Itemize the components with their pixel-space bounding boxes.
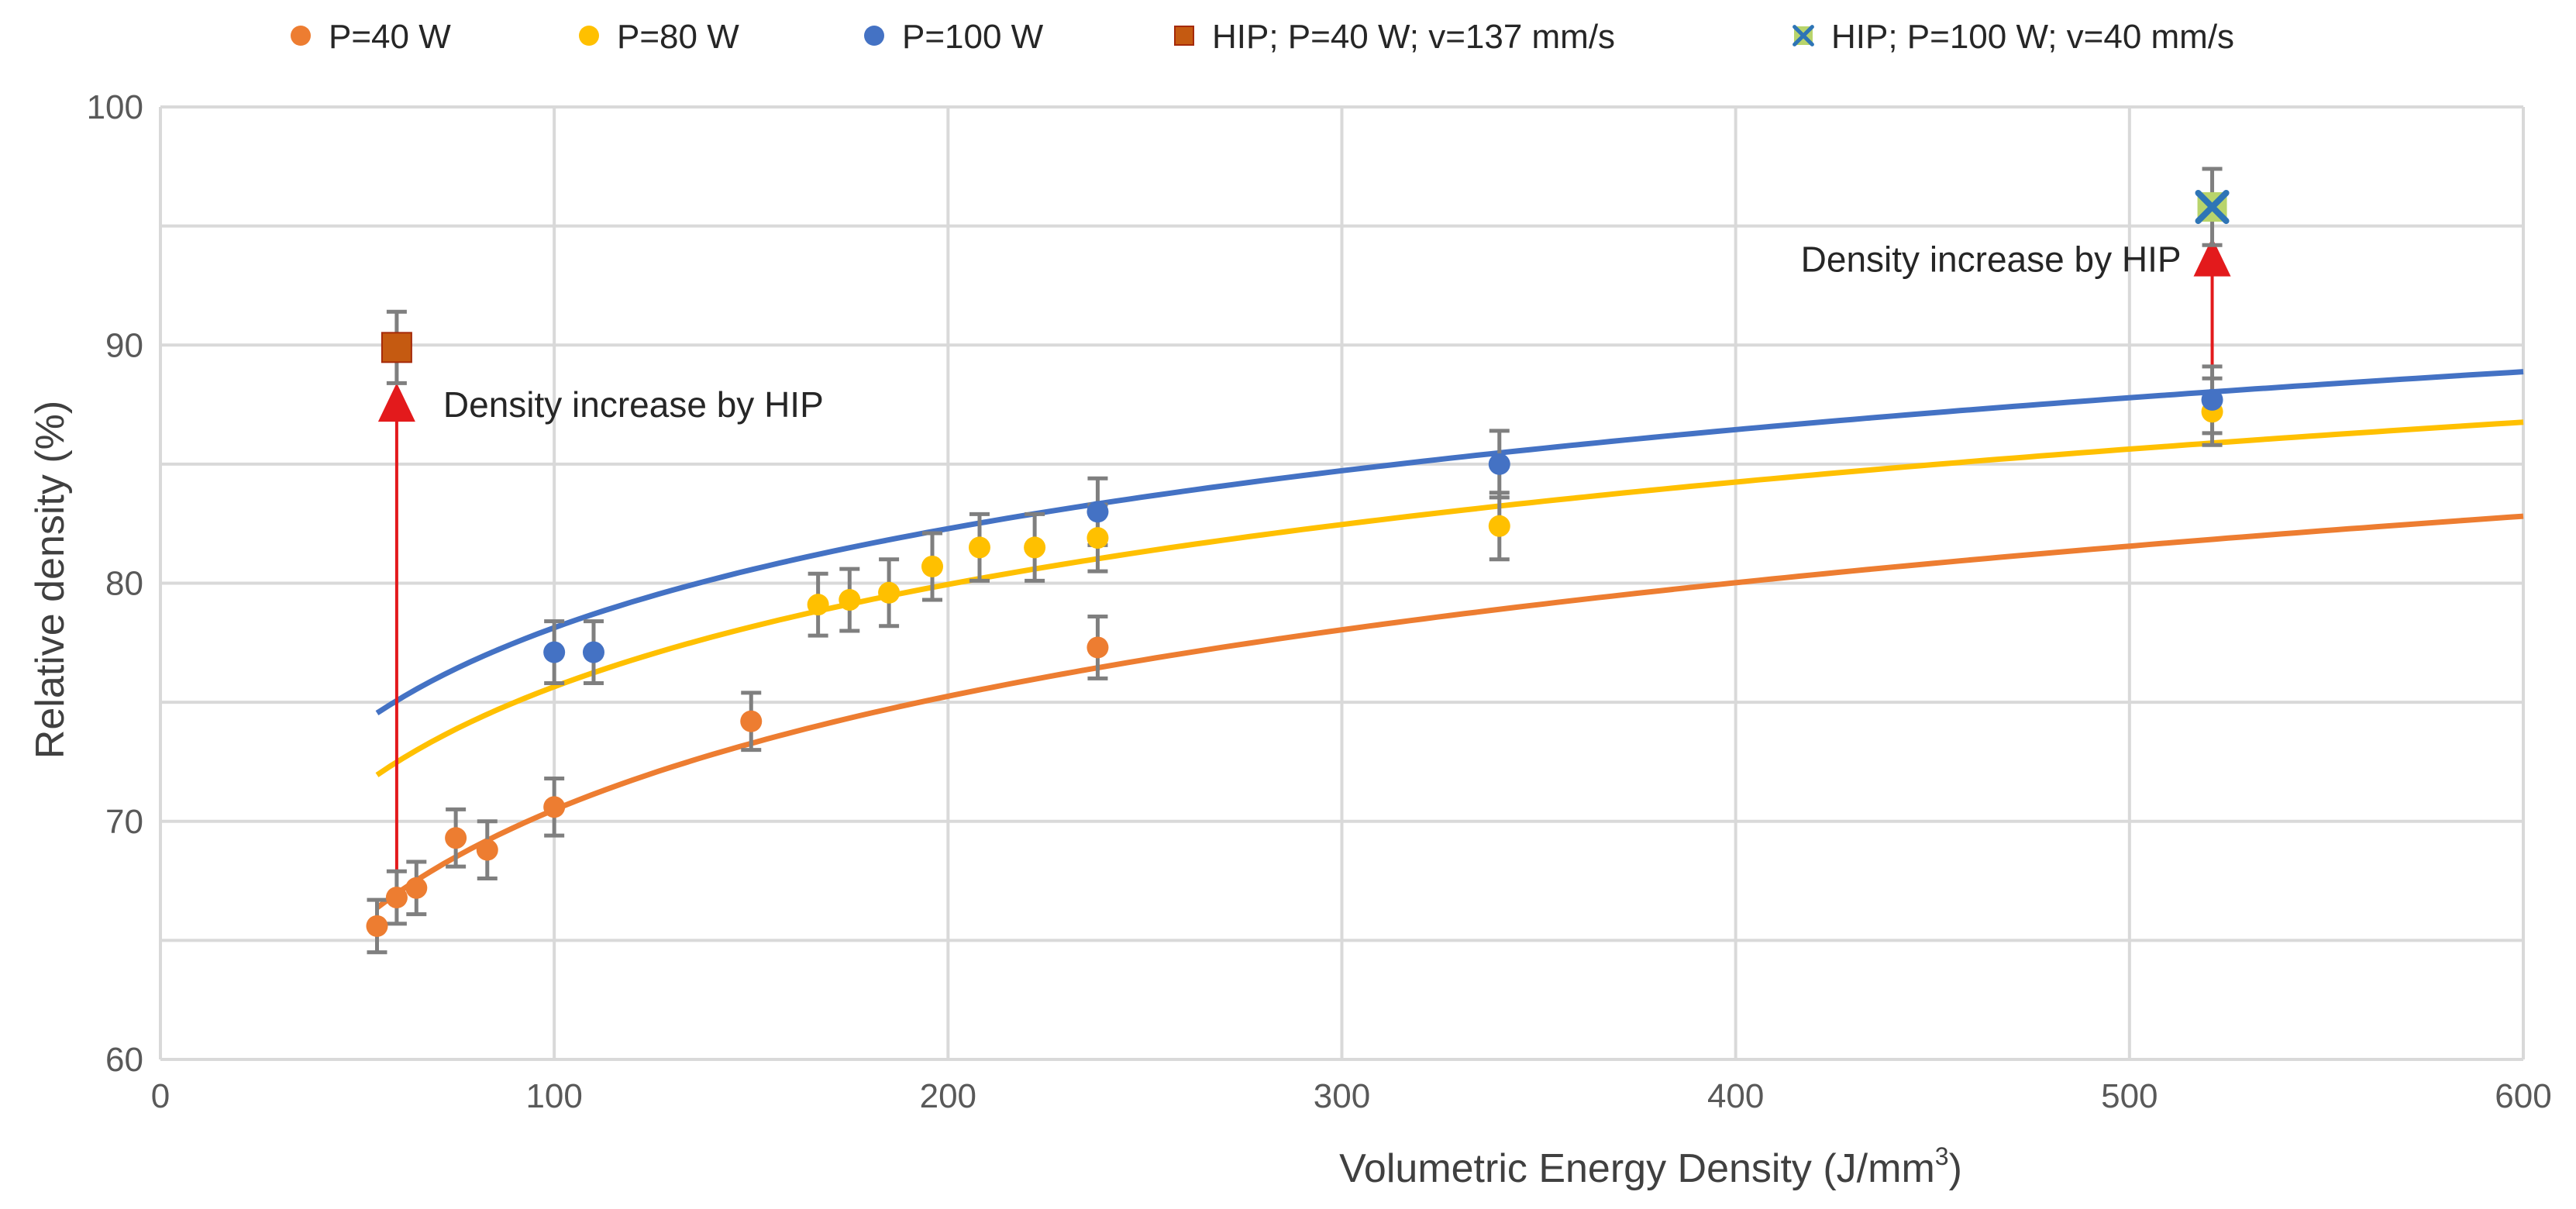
annotation-arrowhead: [2193, 237, 2231, 277]
data-point: [968, 536, 990, 559]
trendline: [375, 369, 2524, 716]
data-point: [385, 887, 408, 909]
legend-label: P=40 W: [329, 18, 451, 56]
data-point: [1087, 501, 1109, 523]
data-point: [543, 641, 566, 663]
data-point: [2201, 388, 2223, 411]
data-point: [2195, 190, 2230, 225]
data-point: [921, 555, 944, 577]
x-tick-label: 0: [151, 1077, 170, 1115]
legend-entry[interactable]: P=100 W: [864, 18, 1044, 56]
legend-marker: [579, 26, 599, 46]
data-point: [405, 877, 428, 899]
legend-marker: [291, 26, 311, 46]
data-point: [543, 796, 566, 818]
data-point: [878, 581, 901, 604]
y-tick-label: 80: [105, 565, 143, 603]
data-point: [445, 827, 467, 849]
tick-labels: 0 100 200 300 400 500 600 60 70 80 90 100: [87, 88, 2552, 1115]
x-tick-label: 200: [920, 1077, 976, 1115]
legend-entry[interactable]: P=80 W: [579, 18, 739, 56]
marker-cross: [2195, 190, 2230, 225]
legend-label: HIP; P=100 W; v=40 mm/s: [1831, 18, 2234, 56]
data-point: [1488, 515, 1510, 537]
data-point: [807, 594, 829, 616]
legend-label: P=80 W: [617, 18, 739, 56]
legend-marker: [1793, 25, 1814, 46]
x-tick-label: 600: [2495, 1077, 2551, 1115]
data-point: [366, 914, 388, 937]
x-axis-title: Volumetric Energy Density (J/mm3): [1339, 1142, 1962, 1191]
data-point: [740, 710, 763, 732]
trendline: [375, 513, 2524, 911]
legend-entry[interactable]: HIP; P=100 W; v=40 mm/s: [1793, 18, 2234, 56]
legend-marker: [864, 26, 884, 46]
y-tick-label: 60: [105, 1041, 143, 1079]
data-point: [476, 839, 498, 861]
annotations: Density increase by HIP Density increase …: [377, 237, 2231, 888]
y-tick-label: 70: [105, 803, 143, 841]
legend: P=40 W P=80 W P=100 W HIP; P=40 W; v=137 mm…: [291, 18, 2234, 56]
trendline: [375, 419, 2524, 777]
data-point: [1087, 527, 1109, 549]
annotation-arrowhead: [377, 383, 415, 422]
legend-label: P=100 W: [902, 18, 1044, 56]
y-tick-label: 100: [87, 88, 143, 126]
data-points: [366, 190, 2230, 937]
legend-entry[interactable]: P=40 W: [291, 18, 451, 56]
data-point: [839, 589, 861, 611]
y-tick-label: 90: [105, 326, 143, 364]
y-axis-title: Relative density (%): [28, 401, 73, 759]
x-tick-label: 300: [1314, 1077, 1370, 1115]
legend-marker: [1174, 26, 1194, 46]
data-point: [1087, 636, 1109, 659]
x-tick-label: 100: [525, 1077, 582, 1115]
x-tick-label: 500: [2101, 1077, 2158, 1115]
x-tick-label: 400: [1707, 1077, 1764, 1115]
data-point: [582, 641, 604, 663]
data-point: [1024, 536, 1046, 559]
data-point: [1488, 453, 1510, 475]
annotation-text: Density increase by HIP: [443, 384, 824, 425]
data-point: [381, 332, 412, 363]
trendlines: [375, 369, 2524, 911]
legend-entry[interactable]: HIP; P=40 W; v=137 mm/s: [1174, 18, 1615, 56]
annotation-text: Density increase by HIP: [1801, 239, 2182, 280]
legend-label: HIP; P=40 W; v=137 mm/s: [1212, 18, 1615, 56]
marker-cross: [1793, 25, 1814, 46]
